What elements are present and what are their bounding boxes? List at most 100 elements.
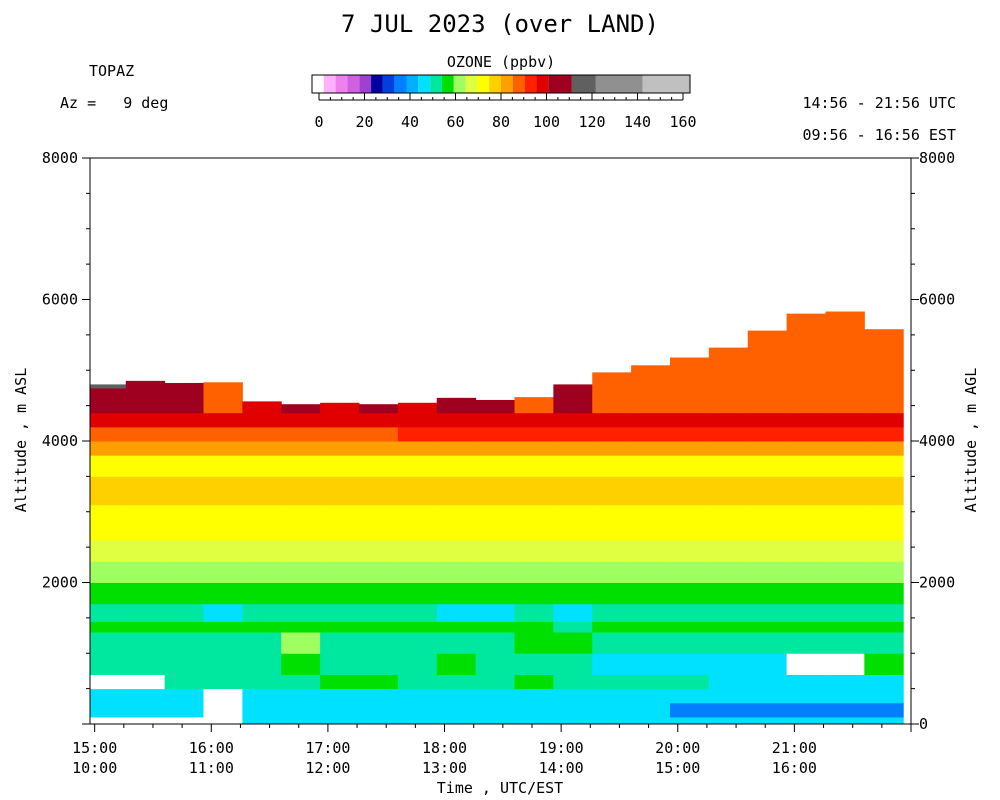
ozone-cell [786, 561, 826, 583]
colorbar-tick-label: 120 [578, 113, 605, 131]
ozone-cell [864, 561, 904, 583]
ozone-cell [631, 716, 671, 725]
ozone-cell [125, 582, 166, 598]
ozone-cell [90, 688, 127, 704]
ozone-cell [592, 596, 632, 605]
ozone-cell [825, 426, 865, 442]
ozone-cell [164, 426, 205, 442]
ozone-cell [125, 412, 166, 428]
ozone-cell [281, 504, 321, 541]
ozone-cell [164, 674, 205, 690]
ozone-cell [747, 596, 788, 605]
ozone-cell [786, 621, 826, 633]
colorbar-swatch-4 [359, 75, 372, 93]
ozone-cell [747, 716, 788, 725]
ozone-cell [90, 621, 127, 633]
ozone-cell [669, 357, 710, 414]
ozone-cell [281, 596, 321, 605]
ozone-cell [592, 653, 632, 675]
ozone-cell [592, 582, 632, 598]
profile-column-1656 [320, 402, 360, 725]
ozone-cell [203, 412, 243, 428]
ozone-cell [553, 426, 593, 442]
ozone-cell [436, 674, 477, 690]
ozone-cell [164, 382, 205, 414]
ozone-cell [553, 716, 593, 725]
ozone-cell [708, 621, 749, 633]
ozone-cell [281, 426, 321, 442]
ozone-cell [825, 688, 865, 704]
ozone-cell [359, 412, 399, 428]
profile-column-2116 [825, 311, 865, 725]
ozone-cell [708, 582, 749, 598]
ozone-cell [669, 476, 710, 506]
ozone-cell [514, 716, 554, 725]
ozone-cell [125, 426, 166, 442]
ozone-cell [864, 412, 904, 428]
profile-column-1536 [164, 382, 205, 725]
ozone-cell [475, 621, 515, 633]
colorbar: 0 20 40 60 80 100 120 140 160 [311, 74, 697, 131]
ozone-cell [475, 426, 515, 442]
ozone-cell [281, 476, 321, 506]
ozone-cell [592, 632, 632, 654]
ozone-cell [631, 596, 671, 605]
ozone-cell [203, 688, 243, 704]
ozone-cell [320, 621, 360, 633]
ozone-cell [203, 716, 243, 725]
ozone-cell [786, 702, 826, 718]
ozone-cell [203, 441, 243, 456]
ozone-cell [125, 455, 166, 477]
profile-column-1736 [397, 402, 438, 725]
ozone-cell [747, 504, 788, 541]
x-tick-label-utc: 17:00 [305, 739, 350, 757]
ozone-cell [475, 476, 515, 506]
colorbar-tick-label: 160 [669, 113, 696, 131]
ozone-cell [631, 632, 671, 654]
time-range-utc: 14:56 - 21:56 UTC [802, 94, 956, 112]
ozone-cell [825, 311, 865, 414]
profile-column-1916 [592, 372, 632, 725]
ozone-cell [864, 329, 904, 414]
ozone-cell [786, 596, 826, 605]
profile-column-1816 [475, 399, 515, 725]
ozone-cell [786, 426, 826, 442]
colorbar-swatch-15 [489, 75, 501, 93]
ozone-cell [90, 441, 127, 456]
colorbar-swatch-12 [453, 75, 466, 93]
ozone-cell [592, 426, 632, 442]
ozone-cell [320, 441, 360, 456]
ozone-cell [242, 688, 282, 704]
ozone-cell [786, 455, 826, 477]
ozone-cell [397, 603, 438, 622]
colorbar-swatch-7 [394, 75, 407, 93]
ozone-cell [320, 702, 360, 718]
ozone-cell [359, 504, 399, 541]
ozone-cell [825, 561, 865, 583]
ozone-cell [320, 540, 360, 562]
y-tick-label-left: 2000 [42, 574, 78, 592]
ozone-cell [475, 504, 515, 541]
ozone-cell [708, 455, 749, 477]
ozone-cell [708, 702, 749, 718]
ozone-cell [514, 653, 554, 675]
ozone-cell [242, 441, 282, 456]
ozone-cell [90, 582, 127, 598]
ozone-cell [747, 441, 788, 456]
ozone-cell [125, 441, 166, 456]
ozone-cell [320, 412, 360, 428]
ozone-cell [786, 688, 826, 704]
ozone-cell [359, 540, 399, 562]
ozone-cell [747, 621, 788, 633]
ozone-cell [553, 632, 593, 654]
x-tick-label-est: 10:00 [72, 759, 117, 777]
ozone-cell [592, 455, 632, 477]
y-tick-label-right: 0 [919, 715, 928, 733]
ozone-cell [242, 540, 282, 562]
ozone-cell [747, 561, 788, 583]
ozone-cell [669, 653, 710, 675]
profile-column-1716 [359, 404, 399, 725]
ozone-cell [164, 455, 205, 477]
colorbar-swatch-2 [335, 75, 348, 93]
ozone-cell [164, 596, 205, 605]
